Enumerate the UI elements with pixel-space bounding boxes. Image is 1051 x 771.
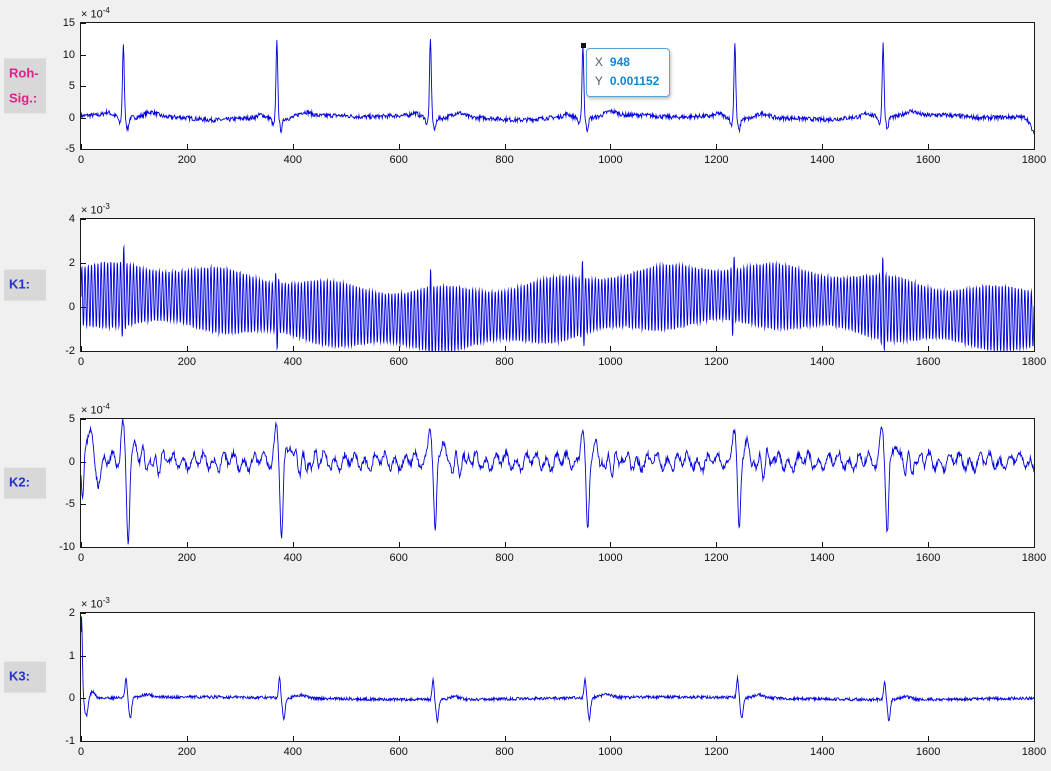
- x-tick-label: 1600: [915, 154, 941, 166]
- x-tick-label: 1000: [598, 154, 623, 166]
- y-tick-label: 10: [62, 48, 75, 61]
- y-tick-label: 2: [68, 607, 75, 619]
- x-tick-label: 1800: [1021, 356, 1047, 368]
- axes-k1[interactable]: [80, 218, 1035, 352]
- y-tick-label: 0: [68, 301, 75, 313]
- rohsig-signal-plot[interactable]: [81, 23, 1034, 149]
- signal-label-text: Roh-: [9, 65, 39, 81]
- x-tick-label: 1000: [598, 746, 623, 758]
- axes-rohsig[interactable]: [80, 22, 1035, 150]
- y-tick-label: 1: [68, 649, 75, 662]
- signal-label-text: K1:: [9, 276, 30, 292]
- x-tick-label: 1400: [809, 356, 835, 368]
- x-tick-label: 0: [77, 746, 85, 758]
- x-tick-label: 200: [177, 154, 197, 166]
- signal-label-rohsig: Roh- Sig.:: [4, 58, 46, 114]
- x-tick-label: 1000: [598, 552, 623, 564]
- y-tick-label: 4: [68, 213, 75, 225]
- y-tick-label: 2: [68, 257, 75, 269]
- x-tick-label: 200: [177, 746, 197, 758]
- datatip-y-value: 0.001152: [609, 74, 660, 89]
- x-tick-label: 0: [77, 356, 85, 368]
- signal-label-text: Sig.:: [9, 90, 38, 105]
- k2-signal-plot[interactable]: [81, 419, 1034, 547]
- x-tick-label: 1000: [598, 356, 623, 368]
- datatip-x-value: 948: [609, 54, 630, 69]
- datatip-x-row: X 948: [595, 53, 659, 72]
- y-tick-label: 0: [68, 111, 75, 124]
- x-tick-label: 1400: [809, 746, 835, 758]
- datatip[interactable]: X 948 Y 0.001152: [585, 47, 671, 98]
- x-tick-label: 1200: [704, 356, 729, 368]
- datatip-x-label: X: [594, 54, 603, 69]
- y-tick-label: 0: [68, 455, 75, 468]
- x-tick-label: 600: [389, 154, 408, 166]
- signal-label-text: K2:: [9, 474, 30, 490]
- x-tick-label: 800: [495, 552, 514, 564]
- x-tick-label: 200: [177, 356, 197, 368]
- x-tick-label: 1200: [704, 552, 729, 564]
- x-tick-label: 200: [177, 552, 197, 564]
- x-tick-label: 600: [389, 552, 408, 564]
- y-tick-label: 5: [68, 80, 75, 92]
- x-tick-label: 1400: [809, 154, 835, 166]
- signal-label-k1: K1:: [4, 269, 46, 301]
- x-tick-label: 600: [389, 356, 408, 368]
- y-axis-exponent: × 10-3: [81, 202, 110, 217]
- signal-label-text: K3:: [9, 668, 30, 684]
- datatip-y-label: Y: [594, 74, 603, 89]
- signal-label-k3: K3:: [4, 661, 46, 693]
- x-tick-label: 800: [495, 154, 514, 166]
- x-tick-label: 1600: [915, 356, 941, 368]
- x-tick-label: 400: [283, 154, 302, 166]
- datatip-y-row: Y 0.001152: [595, 72, 659, 91]
- signal-label-k2: K2:: [4, 467, 46, 499]
- y-tick-label: -2: [65, 345, 75, 357]
- x-tick-label: 1800: [1021, 552, 1047, 564]
- x-tick-label: 1800: [1021, 746, 1047, 758]
- y-tick-label: -5: [65, 498, 75, 511]
- y-tick-label: 15: [62, 17, 75, 29]
- x-tick-label: 800: [495, 356, 514, 368]
- x-tick-label: 1800: [1021, 154, 1047, 166]
- x-tick-label: 800: [495, 746, 514, 758]
- x-tick-label: 0: [77, 154, 85, 166]
- y-tick-label: -1: [65, 735, 75, 747]
- y-tick-label: 0: [68, 692, 75, 705]
- axes-k2[interactable]: [80, 418, 1035, 548]
- k3-signal-plot[interactable]: [81, 613, 1034, 741]
- y-axis-exponent: × 10-4: [81, 402, 110, 417]
- y-axis-exponent: × 10-4: [81, 6, 110, 21]
- x-tick-label: 1600: [915, 746, 941, 758]
- x-tick-label: 1200: [704, 746, 729, 758]
- datatip-marker-icon: [580, 42, 586, 48]
- y-tick-label: -5: [65, 143, 75, 155]
- x-tick-label: 400: [283, 746, 302, 758]
- x-tick-label: 1600: [915, 552, 941, 564]
- x-tick-label: 600: [389, 746, 408, 758]
- y-tick-label: -10: [59, 541, 75, 553]
- x-tick-label: 400: [283, 356, 302, 368]
- y-axis-exponent: × 10-3: [81, 596, 110, 611]
- x-tick-label: 400: [283, 552, 302, 564]
- x-tick-label: 1400: [809, 552, 835, 564]
- x-tick-label: 0: [77, 552, 85, 564]
- x-tick-label: 1200: [704, 154, 729, 166]
- axes-k3[interactable]: [80, 612, 1035, 742]
- k1-signal-plot[interactable]: [81, 219, 1034, 351]
- y-tick-label: 5: [68, 413, 75, 425]
